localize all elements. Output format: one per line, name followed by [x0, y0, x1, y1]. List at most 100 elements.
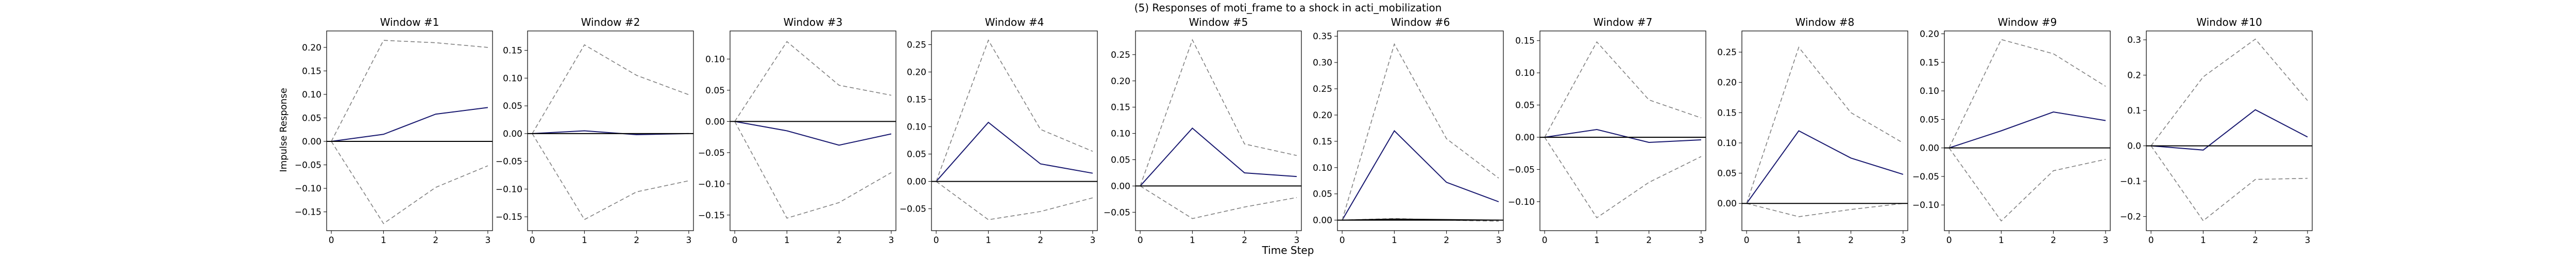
x-tick-label: 1 [1796, 235, 1802, 246]
panel-title: Window #6 [1391, 16, 1450, 28]
panels: Window #10 1 2 3−0.15−0.10−0.050.000.050.10… [295, 16, 2313, 246]
y-tick-label: 0.00 [302, 137, 321, 147]
series-line-lower [1544, 137, 1702, 219]
y-tick-label: 0.00 [705, 117, 725, 127]
series-line-response [1140, 127, 1297, 187]
y-tick-label: −0.05 [496, 157, 522, 167]
series-line-response [2151, 109, 2308, 151]
x-tick-label: 2 [1848, 235, 1854, 246]
panel-title: Window #8 [1795, 16, 1855, 28]
x-tick-label: 1 [986, 235, 991, 246]
series-line-upper [1342, 43, 1499, 220]
y-tick-label: 0.10 [1313, 163, 1332, 173]
x-tick-label: 0 [1138, 235, 1143, 246]
y-tick-label: 0.10 [705, 54, 725, 64]
y-tick-label: 0.10 [1111, 129, 1130, 139]
y-tick-label: 0.2 [2127, 71, 2141, 81]
series-line-upper [1746, 46, 1904, 204]
x-tick-label: 3 [1090, 235, 1095, 246]
x-tick-label: 2 [1038, 235, 1043, 246]
y-tick-label: 0.00 [907, 177, 926, 187]
y-tick-label: −0.10 [295, 184, 321, 194]
panel-title: Window #3 [784, 16, 843, 28]
y-tick-label: −0.2 [2120, 212, 2141, 222]
x-tick-label: 3 [1294, 235, 1299, 246]
x-tick-label: 3 [888, 235, 894, 246]
y-tick-label: −0.05 [900, 204, 926, 215]
panel-10: Window #10 0 1 2 3 −0.2 −0.1 0.0 0.1 0.2 0.3 [2120, 16, 2313, 246]
y-tick-label: 0.1 [2127, 106, 2141, 116]
panel-title: Window #2 [581, 16, 640, 28]
x-tick-label: 0 [530, 235, 535, 246]
x-tick-label: 1 [2200, 235, 2206, 246]
y-tick-label: 0.10 [1515, 68, 1535, 78]
panel-title: Window #7 [1594, 16, 1653, 28]
y-tick-label: 0.10 [1920, 86, 1939, 96]
x-tick-label: 3 [1698, 235, 1704, 246]
series-line-lower [1140, 185, 1297, 219]
panel-7: Window #7 0 1 2 3 −0.10 −0.05 0.00 0.05 0.10 0.15 [1508, 16, 1706, 246]
x-tick-label: 3 [2304, 235, 2310, 246]
panel-title: Window #4 [985, 16, 1044, 28]
y-tick-label: −0.05 [1104, 207, 1130, 218]
y-tick-label: −0.15 [295, 207, 321, 218]
series-line-lower [1746, 203, 1903, 217]
y-tick-label: 0.10 [1717, 138, 1737, 149]
series-line-lower [734, 121, 892, 219]
x-tick-label: 0 [1946, 235, 1952, 246]
x-tick-label: 0 [1744, 235, 1750, 246]
y-tick-label: 0.00 [1920, 143, 1939, 154]
series-line-upper [936, 39, 1093, 182]
y-tick-label: 0.05 [1515, 101, 1535, 111]
figure-ylabel: Impulse Response [278, 88, 289, 172]
series-line-response [331, 107, 488, 142]
y-tick-label: −0.10 [496, 184, 522, 195]
x-tick-label: 3 [2103, 235, 2108, 246]
y-tick-label: 0.15 [503, 46, 522, 56]
y-tick-label: −0.15 [698, 211, 725, 221]
x-tick-label: 1 [1594, 235, 1600, 246]
series-line-upper [331, 40, 488, 142]
panel-title: Window #9 [1998, 16, 2057, 28]
x-tick-label: 3 [485, 235, 490, 246]
y-tick-label: 0.00 [1515, 133, 1535, 143]
y-tick-label: 0.05 [302, 113, 321, 123]
y-tick-label: −0.10 [698, 179, 725, 189]
y-tick-label: −0.1 [2120, 176, 2141, 187]
series-line-upper [1948, 39, 2106, 149]
series-line-response [936, 121, 1093, 182]
axes-frame [1741, 30, 1908, 231]
axes-frame [1539, 30, 1706, 231]
series-line-lower [936, 181, 1093, 220]
y-tick-label: 0.35 [1313, 31, 1332, 42]
y-tick-label: 0.15 [907, 95, 926, 105]
x-tick-label: 1 [784, 235, 790, 246]
panel-title: Window #5 [1189, 16, 1248, 28]
x-tick-label: 2 [634, 235, 639, 246]
panel-6: Window #6 0 1 2 3 0.00 0.05 0.10 0.15 0.20 0.25 0.3… [1313, 16, 1504, 246]
x-tick-label: 0 [934, 235, 939, 246]
y-tick-label: 0.15 [1717, 108, 1737, 118]
x-tick-label: 2 [1444, 235, 1449, 246]
y-tick-label: 0.20 [1313, 110, 1332, 121]
y-tick-label: 0.05 [705, 86, 725, 96]
x-tick-label: 1 [1392, 235, 1397, 246]
x-tick-label: 2 [433, 235, 438, 246]
series-line-lower [331, 141, 488, 224]
y-tick-label: 0.25 [907, 40, 926, 51]
x-tick-label: 2 [2050, 235, 2056, 246]
y-tick-label: 0.25 [1313, 84, 1332, 94]
axes-frame [931, 30, 1098, 231]
panel-5: Window #5 0 1 2 3 −0.05 0.00 0.05 0.10 0.15 0.20 0.… [1104, 16, 1302, 246]
series-line-upper [1140, 39, 1297, 186]
y-tick-label: 0.05 [907, 150, 926, 160]
x-tick-label: 1 [381, 235, 386, 246]
x-tick-label: 1 [1190, 235, 1195, 246]
axes-frame [1135, 30, 1302, 231]
axes-frame [1944, 30, 2111, 231]
y-tick-label: 0.00 [1717, 199, 1737, 209]
y-tick-label: −0.05 [1508, 165, 1535, 175]
panel-2: Window #2 0 1 2 3 −0.15 −0.10 −0.05 0.00 0.05 0.10… [496, 16, 694, 246]
y-tick-label: 0.20 [907, 68, 926, 78]
